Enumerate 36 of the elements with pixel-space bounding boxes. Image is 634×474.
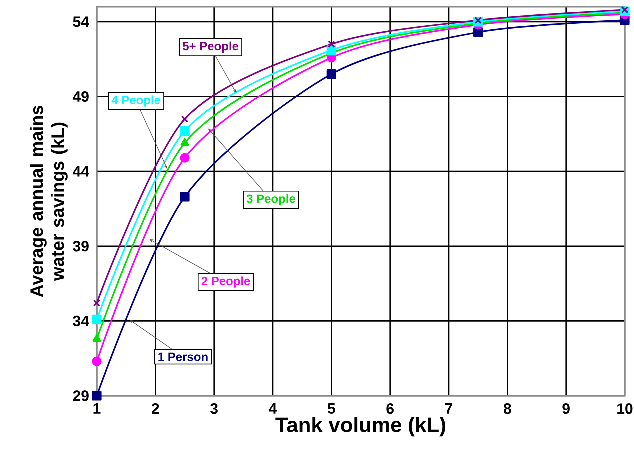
point xyxy=(328,40,336,48)
text: 5+ People xyxy=(183,42,239,53)
point xyxy=(92,356,102,366)
y-tick-label: 29 xyxy=(73,390,89,402)
x-tick-label: 9 xyxy=(562,404,570,414)
point xyxy=(180,138,190,146)
point xyxy=(181,116,189,123)
x-tick-label: 10 xyxy=(618,404,633,414)
text: 1 Person xyxy=(158,352,208,362)
x-axis-title: Tank volume (kL) xyxy=(276,417,446,437)
point xyxy=(92,334,102,342)
point xyxy=(180,153,190,163)
x-tick-label: 5 xyxy=(328,404,336,414)
text: 4 People xyxy=(112,96,161,107)
x-tick-label: 3 xyxy=(210,404,218,414)
y-tick-label: 39 xyxy=(73,241,89,252)
x-tick-label: 6 xyxy=(386,404,394,414)
y-tick-label: 34 xyxy=(73,316,90,327)
point xyxy=(180,126,190,136)
x-tick-label: 8 xyxy=(504,404,512,414)
y-axis-title: Average annual mains water savings (kL) xyxy=(30,106,68,298)
y-tick-label: 44 xyxy=(73,166,90,177)
y-tick-label: 49 xyxy=(73,91,89,102)
text: 2 People xyxy=(202,276,250,288)
point xyxy=(326,70,336,80)
point xyxy=(180,192,190,202)
point xyxy=(92,391,102,401)
x-tick-label: 4 xyxy=(269,404,278,414)
point xyxy=(92,314,102,324)
x-tick-label: 2 xyxy=(152,404,160,414)
y-tick-label: 54 xyxy=(73,16,90,28)
x-tick-label: 1 xyxy=(94,404,101,414)
point xyxy=(93,300,101,307)
text: 3 People xyxy=(246,194,296,206)
point xyxy=(326,46,336,56)
x-tick-label: 7 xyxy=(445,404,453,414)
